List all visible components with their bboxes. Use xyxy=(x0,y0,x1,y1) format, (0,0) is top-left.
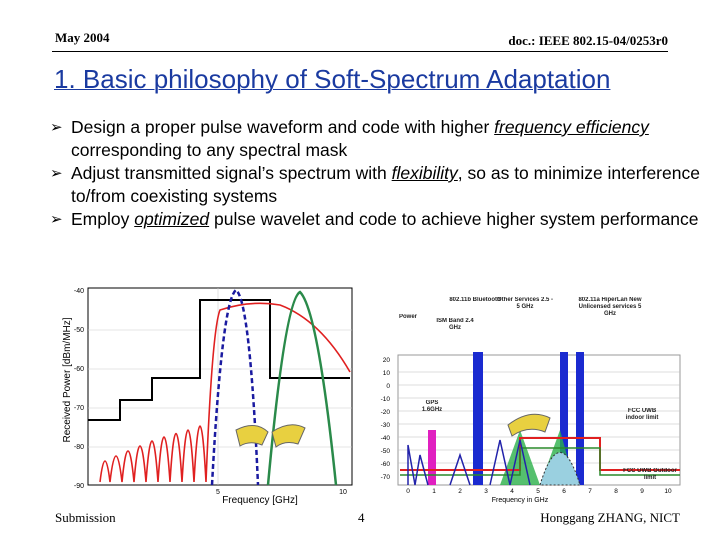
gps-band xyxy=(428,430,436,485)
emphasis: flexibility xyxy=(391,163,458,183)
blue-spectrum xyxy=(210,288,260,486)
figure-label: FCC UWB indoor limit xyxy=(625,408,659,421)
figure-label: FCC UWB Outdoor limit xyxy=(623,468,677,481)
x-tick-label: 8 xyxy=(614,488,618,495)
x-axis-label: Frequency [GHz] xyxy=(222,495,298,506)
doc-id: doc.: IEEE 802.15-04/0253r0 xyxy=(508,33,668,48)
x-tick-label: 5 xyxy=(536,488,540,495)
unii-band xyxy=(560,352,568,485)
figure-label: 802.11a HiperLan New Unlicensed services… xyxy=(578,297,642,317)
x-tick-label: 2 xyxy=(458,488,462,495)
y-tick-label: -50 xyxy=(74,327,84,334)
figure-label-text: Other Services 2.5 - 5 GHz xyxy=(496,297,554,310)
shift-arrow xyxy=(507,413,551,437)
header-rule xyxy=(52,51,668,52)
y-tick-label: -50 xyxy=(381,448,391,455)
x-tick-label: 4 xyxy=(510,488,514,495)
figure-label-text: Power xyxy=(398,314,417,320)
green-spectrum xyxy=(266,290,338,486)
figure-label: Power xyxy=(398,314,417,320)
y-tick-label: -70 xyxy=(74,405,84,412)
y-tick-label: -90 xyxy=(74,483,84,490)
x-tick-label: 5 xyxy=(216,489,220,496)
spectral-mask xyxy=(88,299,350,421)
x-tick-label: 10 xyxy=(664,488,672,495)
unii-band xyxy=(576,352,584,485)
figure-label-text: 802.11b Bluetooth xyxy=(449,297,501,303)
x-tick-label: 10 xyxy=(339,489,347,496)
y-tick-label: -40 xyxy=(381,435,391,442)
figure-label-text: FCC UWB indoor limit xyxy=(625,408,659,421)
y-tick-label: 0 xyxy=(386,383,390,390)
left-plot-frame xyxy=(87,287,353,486)
figure-label-text: GPS 1.6GHz xyxy=(421,400,443,413)
shift-arrow xyxy=(271,424,306,448)
x-tick-label: 1 xyxy=(432,488,436,495)
bullet-list: Design a proper pulse waveform and code … xyxy=(50,116,700,231)
emphasis: optimized xyxy=(134,209,210,229)
y-tick-label: -60 xyxy=(74,366,84,373)
x-tick-label: 9 xyxy=(640,488,644,495)
bullet: Adjust transmitted signal’s spectrum wit… xyxy=(50,162,700,208)
indoor-limit xyxy=(400,437,680,471)
cyan-shape xyxy=(539,452,581,486)
x-tick-label: 0 xyxy=(406,488,410,495)
y-tick-label: 20 xyxy=(383,357,391,364)
shift-arrow xyxy=(235,425,269,447)
y-tick-label: -20 xyxy=(381,409,391,416)
figure-label-text: FCC UWB Outdoor limit xyxy=(623,468,677,481)
footer-left: Submission xyxy=(55,510,116,525)
x-axis-label: Frequency in GHz xyxy=(492,497,549,504)
red-spectrum xyxy=(99,302,351,483)
outdoor-limit xyxy=(400,447,680,476)
title: 1. Basic philosophy of Soft-Spectrum Ada… xyxy=(54,64,611,94)
figure-label-text: ISM Band 2.4 GHz xyxy=(436,318,474,331)
bullet-text: corresponding to any spectral mask xyxy=(71,140,348,160)
bullet-text: pulse wavelet and code to achieve higher… xyxy=(209,209,699,229)
ism-band xyxy=(473,352,483,485)
y-axis-label: Received Power [dBm/MHz] xyxy=(62,317,73,442)
y-tick-label: -70 xyxy=(381,474,391,481)
bullet-text: Adjust transmitted signal’s spectrum wit… xyxy=(71,163,392,183)
y-tick-label: 10 xyxy=(383,370,391,377)
figure-label: 802.11b Bluetooth xyxy=(449,297,501,303)
page-number: 4 xyxy=(358,510,365,525)
figure-label: GPS 1.6GHz xyxy=(421,400,443,413)
figure-label-text: 802.11a HiperLan New Unlicensed services… xyxy=(578,297,642,317)
date: May 2004 xyxy=(55,30,110,45)
figure-label: Other Services 2.5 - 5 GHz xyxy=(496,297,554,310)
x-tick-label: 7 xyxy=(588,488,592,495)
pulse-lines xyxy=(407,439,531,486)
bullet-text: Design a proper pulse waveform and code … xyxy=(71,117,495,137)
figure-label: ISM Band 2.4 GHz xyxy=(436,318,474,331)
y-tick-label: -10 xyxy=(381,396,391,403)
y-tick-label: -80 xyxy=(74,444,84,451)
x-tick-label: 6 xyxy=(562,488,566,495)
y-tick-label: -60 xyxy=(381,461,391,468)
bullet: Design a proper pulse waveform and code … xyxy=(50,116,700,162)
y-tick-label: -30 xyxy=(381,422,391,429)
footer-author: Honggang ZHANG, NICT xyxy=(540,510,680,525)
bullet-text: , so as to minimize interference to/from… xyxy=(71,163,700,206)
x-tick-label: 3 xyxy=(484,488,488,495)
y-tick-label: -40 xyxy=(74,288,84,295)
bullet-text: Employ xyxy=(71,209,135,229)
emphasis: frequency efficiency xyxy=(494,117,649,137)
bullet: Employ optimized pulse wavelet and code … xyxy=(50,208,700,231)
